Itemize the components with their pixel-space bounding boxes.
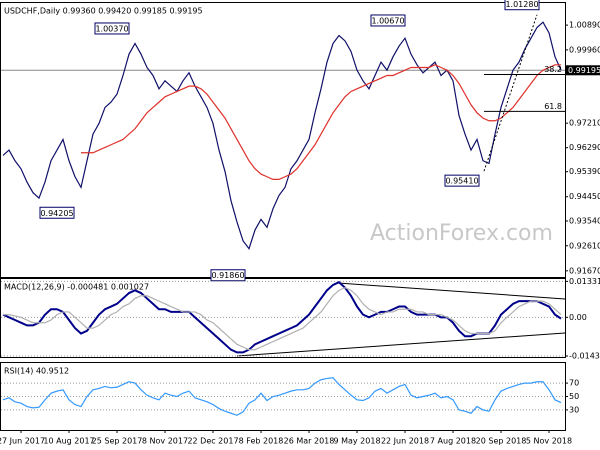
series-line xyxy=(2,281,562,354)
series-line xyxy=(2,377,562,416)
y-tick-label: 0.013319 xyxy=(569,277,600,286)
x-tick-label: 7 Aug 2018 xyxy=(430,437,476,446)
x-tick-label: 9 May 2018 xyxy=(333,437,380,446)
watermark: ActionForex.com xyxy=(370,221,553,246)
annotation-label: 0.95410 xyxy=(445,177,478,186)
annotation-box xyxy=(444,174,480,187)
annotation-label: 1.00670 xyxy=(371,16,404,25)
panel-title: USDCHF,Daily 0.99360 0.99420 0.99185 0.9… xyxy=(4,7,203,16)
y-tick-label: 1.00890 xyxy=(569,21,600,30)
price-frame xyxy=(0,2,566,278)
last-price-box xyxy=(566,65,600,76)
macd-trendline xyxy=(236,332,566,357)
x-tick-label: 22 Jun 2018 xyxy=(381,437,429,446)
annotation-box xyxy=(94,22,130,35)
annotation-label: 1.00370 xyxy=(95,24,128,33)
x-tick-label: 10 Aug 2017 xyxy=(43,437,94,446)
annotation-label: 0.91860 xyxy=(211,271,244,280)
fib-label: 61.8 xyxy=(544,102,562,111)
series-line xyxy=(2,21,562,250)
x-tick-label: 26 Mar 2018 xyxy=(284,437,335,446)
y-tick-label: 70 xyxy=(569,379,579,388)
macd-trendline xyxy=(337,282,566,300)
x-tick-label: 5 Nov 2018 xyxy=(526,437,572,446)
x-tick-label: 8 Feb 2018 xyxy=(239,437,284,446)
panel-title: RSI(14) 40.9512 xyxy=(4,367,69,376)
annotation-label: 1.01280 xyxy=(505,0,538,9)
y-tick-label: 50 xyxy=(569,392,579,401)
last-price-label: 0.99195 xyxy=(568,66,600,75)
x-tick-label: 27 Jun 2017 xyxy=(0,437,45,446)
series-line xyxy=(81,64,561,181)
annotation-box xyxy=(210,269,246,282)
y-tick-label: 0.00 xyxy=(569,313,587,322)
annotation-box xyxy=(39,206,75,219)
annotation-label: 0.94205 xyxy=(40,209,73,218)
y-tick-label: 0.97210 xyxy=(569,119,600,128)
y-tick-label: -0.014323 xyxy=(569,351,600,360)
x-tick-label: 22 Dec 2017 xyxy=(187,437,238,446)
series-line xyxy=(3,286,562,351)
annotation-box xyxy=(370,14,406,27)
y-tick-label: 0.99960 xyxy=(569,45,600,54)
annotation-box xyxy=(504,0,540,11)
y-tick-label: 0.95390 xyxy=(569,167,600,176)
y-tick-label: 0.93540 xyxy=(569,216,600,225)
x-tick-label: 25 Sep 2017 xyxy=(92,437,143,446)
fib-label: 38.2 xyxy=(544,65,562,74)
y-tick-label: 0.92610 xyxy=(569,241,600,250)
macd-frame xyxy=(0,278,566,358)
x-tick-label: 20 Sep 2018 xyxy=(476,437,527,446)
y-tick-label: 0.91670 xyxy=(569,266,600,275)
x-tick-label: 8 Nov 2017 xyxy=(142,437,188,446)
y-tick-label: 30 xyxy=(569,405,579,414)
y-tick-label: 0.96290 xyxy=(569,143,600,152)
trend-line xyxy=(483,14,538,172)
panel-title: MACD(12,26,9) -0.000481 0.001027 xyxy=(4,283,149,292)
y-tick-label: 0.94450 xyxy=(569,192,600,201)
